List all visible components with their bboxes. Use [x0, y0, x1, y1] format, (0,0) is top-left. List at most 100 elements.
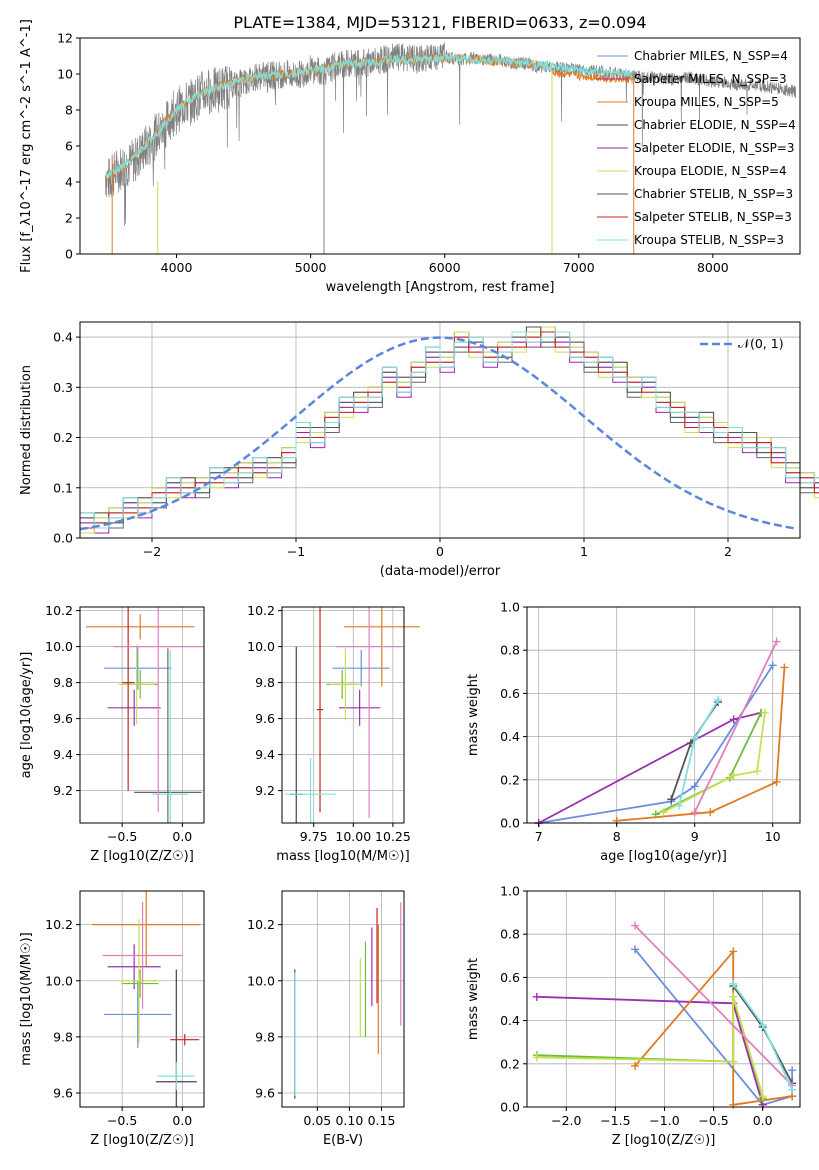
x-tick-label: 0.10 — [335, 1113, 363, 1128]
figure-title: PLATE=1384, MJD=53121, FIBERID=0633, z=0… — [233, 13, 646, 32]
x-tick-label: 0.0 — [172, 1113, 192, 1128]
series-marker — [758, 1092, 767, 1101]
panel-age-vs-mass: 9.75 10.00 10.25 9.2 9.4 9.6 9.8 10.0 10.2 mass [… — [247, 603, 420, 864]
x-tick-label: 0.0 — [172, 829, 192, 844]
series-line — [678, 699, 719, 806]
y-tick-label: 6 — [65, 139, 73, 154]
y-tick-label: 0.4 — [53, 330, 73, 345]
y-tick-label: 0.2 — [53, 430, 73, 445]
y-tick-label: 2 — [65, 211, 73, 226]
series-marker — [532, 1053, 541, 1062]
axes-frame — [79, 890, 205, 1108]
y-tick-label: 9.2 — [255, 783, 275, 798]
x-axis-label: Z [log10(Z/Z☉)] — [612, 1133, 716, 1148]
x-axis-label: Z [log10(Z/Z☉)] — [90, 1133, 194, 1148]
y-tick-label: 9.2 — [53, 783, 73, 798]
y-tick-label: 10.0 — [45, 973, 73, 988]
series-marker — [667, 795, 676, 804]
y-tick-label: 10.2 — [45, 917, 73, 932]
series-marker — [729, 715, 738, 724]
y-tick-label: 0.0 — [53, 531, 73, 546]
series-marker — [631, 921, 640, 930]
legend-label: Chabrier STELIB, N_SSP=3 — [634, 187, 793, 201]
axes-frame — [526, 890, 801, 1108]
series-marker — [714, 695, 723, 704]
x-tick-label: 7000 — [563, 260, 595, 275]
series-marker — [788, 1066, 797, 1075]
series-marker — [631, 1061, 640, 1070]
legend-label: Salpeter MILES, N_SSP=3 — [634, 72, 787, 86]
histogram-series — [80, 326, 819, 524]
legend-label: Chabrier MILES, N_SSP=4 — [634, 49, 788, 63]
panel-weight-vs-age: 7 8 9 10 0.0 0.2 0.4 0.6 0.8 1.0 age [log10(age/yr… — [466, 600, 801, 864]
series-line — [538, 711, 762, 824]
series-marker — [729, 947, 738, 956]
histogram-series — [80, 331, 819, 529]
panel-mass-vs-Z: −0.5 0.0 9.6 9.8 10.0 10.2 Z [log10(Z/Z☉)] mass… — [19, 890, 205, 1148]
y-tick-label: 1.0 — [500, 600, 520, 615]
series-marker — [631, 945, 640, 954]
series-marker — [760, 708, 769, 717]
series-line — [536, 996, 764, 1097]
y-tick-label: 9.6 — [53, 711, 73, 726]
series-marker — [753, 767, 762, 776]
y-axis-label: mass [log10(M/M☉)] — [19, 932, 34, 1065]
y-tick-label: 10.0 — [247, 973, 275, 988]
series-marker — [768, 661, 777, 670]
x-tick-label: −1 — [287, 544, 305, 559]
y-tick-label: 9.4 — [53, 747, 73, 762]
x-tick-label: 4000 — [161, 260, 193, 275]
y-tick-label: 0.6 — [500, 686, 520, 701]
y-tick-label: 9.8 — [53, 1029, 73, 1044]
x-tick-label: 2 — [724, 544, 732, 559]
y-tick-label: 9.8 — [255, 1029, 275, 1044]
x-axis-label: mass [log10(M/M☉)] — [276, 849, 409, 864]
x-tick-label: −1.5 — [600, 1113, 630, 1128]
x-tick-label: 0.05 — [303, 1113, 331, 1128]
x-tick-label: −0.5 — [107, 829, 137, 844]
y-tick-label: 10 — [57, 67, 73, 82]
series-line — [616, 667, 786, 822]
y-tick-label: 0 — [65, 247, 73, 262]
series-marker — [729, 992, 738, 1001]
series-marker — [729, 979, 738, 988]
x-tick-label: 10.00 — [335, 829, 371, 844]
y-tick-label: 9.6 — [255, 711, 275, 726]
x-tick-label: −2.0 — [551, 1113, 581, 1128]
legend-label: Kroupa STELIB, N_SSP=3 — [634, 233, 784, 247]
series-marker — [729, 771, 738, 780]
x-tick-label: −0.5 — [107, 1113, 137, 1128]
series-line — [536, 995, 764, 1106]
legend-label: Salpeter ELODIE, N_SSP=3 — [634, 141, 795, 155]
histogram-series — [80, 331, 819, 529]
series-marker — [729, 1100, 738, 1109]
y-axis-label: age [log10(age/yr)] — [19, 652, 34, 779]
panel-age-vs-Z: −0.5 0.0 9.2 9.4 9.6 9.8 10.0 10.2 Z [log10(Z/Z☉… — [19, 603, 205, 864]
histogram-series — [80, 331, 819, 529]
series-marker — [659, 808, 668, 817]
y-tick-label: 10.2 — [247, 603, 275, 618]
y-tick-label: 10.2 — [247, 917, 275, 932]
x-tick-label: 9.75 — [300, 829, 328, 844]
x-tick-label: 0.15 — [368, 1113, 396, 1128]
series-marker — [772, 777, 781, 786]
y-tick-label: 1.0 — [500, 884, 520, 899]
y-tick-label: 10.2 — [45, 603, 73, 618]
y-tick-label: 0.0 — [500, 816, 520, 831]
y-tick-label: 0.6 — [500, 970, 520, 985]
panel-spectrum: 4000 5000 6000 7000 8000 0 2 4 6 8 10 12 wavelength … — [19, 19, 801, 295]
x-tick-label: 8000 — [697, 260, 729, 275]
axes-frame — [526, 606, 801, 824]
y-tick-label: 10.0 — [247, 639, 275, 654]
legend-label: 𝒩(0, 1) — [738, 336, 784, 351]
gaussian-curve — [79, 336, 798, 531]
series-line — [634, 924, 793, 1087]
axes-frame — [79, 606, 205, 824]
series-marker — [758, 1020, 767, 1029]
y-tick-label: 9.8 — [53, 675, 73, 690]
x-tick-label: −1.0 — [649, 1113, 679, 1128]
y-tick-label: 0.1 — [53, 480, 73, 495]
series-marker — [780, 663, 789, 672]
y-tick-label: 0.4 — [500, 1013, 520, 1028]
